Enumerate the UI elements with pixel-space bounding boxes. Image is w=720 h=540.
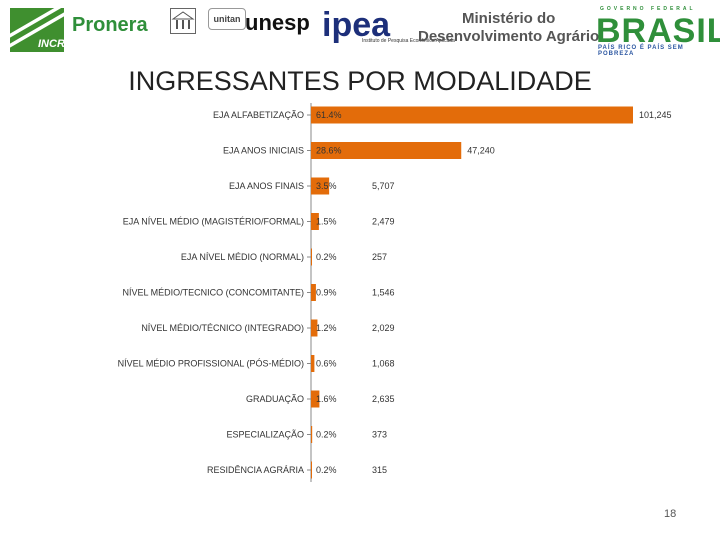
chart-title: INGRESSANTES POR MODALIDADE [128, 66, 592, 96]
value-label: 2,029 [372, 323, 395, 333]
bar [311, 284, 316, 301]
category-label: EJA NÍVEL MÉDIO (NORMAL) [181, 252, 304, 262]
value-label: 47,240 [467, 146, 495, 156]
brasil-logo: BRASIL [596, 12, 720, 50]
brasil-logo-slogan: PAÍS RICO É PAÍS SEM POBREZA [598, 45, 684, 57]
ipea-logo: ipea [322, 6, 391, 44]
incra-logo-text: INCRA [38, 38, 73, 50]
bar [311, 106, 633, 124]
percent-label: 1.6% [316, 394, 337, 404]
brasil-logo-top: GOVERNO FEDERAL [600, 6, 696, 12]
bar [311, 142, 462, 159]
percent-label: 0.6% [316, 359, 337, 369]
category-label: NÍVEL MÉDIO PROFISSIONAL (PÓS-MÉDIO) [118, 359, 304, 369]
bar [311, 355, 315, 372]
category-label: GRADUAÇÃO [246, 394, 304, 404]
ipea-caption: Instituto de Pesquisa Econômica Aplicada [362, 38, 455, 44]
bar [311, 390, 320, 408]
value-label: 1,068 [372, 359, 395, 369]
page-number: 18 [664, 508, 677, 520]
percent-label: 3.5% [316, 181, 337, 191]
mda-logo-line1: Ministério do [462, 10, 556, 27]
value-label: 5,707 [372, 181, 395, 191]
mda-logo-line2: Desenvolvimento Agrário [418, 28, 600, 45]
value-label: 2,635 [372, 394, 395, 404]
category-label: NÍVEL MÉDIO/TECNICO (CONCOMITANTE) [122, 288, 304, 298]
percent-label: 0.2% [316, 430, 337, 440]
value-label: 101,245 [639, 110, 672, 120]
category-label: EJA ALFABETIZAÇÃO [213, 110, 304, 120]
logo-bar: INCRA Pronera unitan unesp ipea Institut… [0, 0, 720, 62]
bar [311, 213, 319, 230]
value-label: 315 [372, 465, 387, 475]
bar [311, 461, 313, 479]
bar [311, 177, 330, 195]
category-label: RESIDÊNCIA AGRÁRIA [207, 465, 304, 475]
category-label: EJA ANOS INICIAIS [223, 146, 304, 156]
pronera-logo: Pronera [72, 14, 148, 36]
percent-label: 1.2% [316, 323, 337, 333]
percent-label: 1.5% [316, 217, 337, 227]
category-label: EJA ANOS FINAIS [229, 181, 304, 191]
value-label: 257 [372, 252, 387, 262]
value-label: 2,479 [372, 217, 395, 227]
percent-label: 28.6% [316, 146, 342, 156]
value-label: 1,546 [372, 288, 395, 298]
bar [311, 319, 318, 337]
percent-label: 0.9% [316, 288, 337, 298]
bar [311, 248, 312, 266]
unesp-logo: unesp [245, 10, 310, 35]
percent-label: 61.4% [316, 110, 342, 120]
value-label: 373 [372, 430, 387, 440]
category-label: EJA NÍVEL MÉDIO (MAGISTÉRIO/FORMAL) [123, 217, 304, 227]
incra-logo: INCRA [10, 2, 73, 52]
percent-label: 0.2% [316, 252, 337, 262]
category-label: NÍVEL MÉDIO/TÉCNICO (INTEGRADO) [141, 323, 304, 333]
unesco-logo [170, 8, 196, 34]
unitan-logo: unitan [208, 8, 246, 30]
category-label: ESPECIALIZAÇÃO [226, 430, 304, 440]
percent-label: 0.2% [316, 465, 337, 475]
bar [311, 426, 313, 443]
